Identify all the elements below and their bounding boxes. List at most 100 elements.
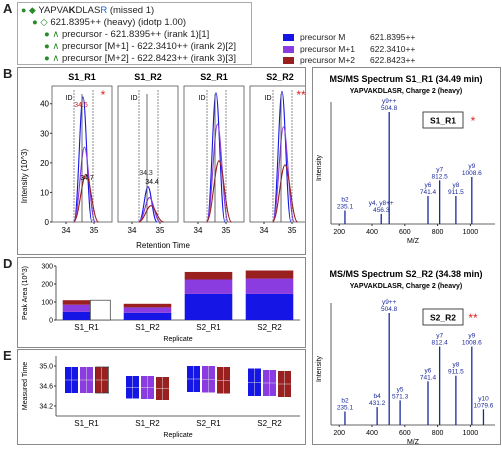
rt-label-secondary: 34.7 (80, 175, 94, 182)
peak-label: b2 (341, 197, 349, 204)
x-tick-label: 400 (366, 430, 378, 437)
bar-segment (62, 304, 111, 312)
peak-mz-label: 741.4 (420, 374, 437, 381)
x-axis-label: M/Z (407, 439, 420, 444)
peak-label: y10 (478, 395, 489, 402)
peak-label: y4, y8++ (369, 200, 394, 207)
highlight-box (89, 299, 111, 321)
facet-title: S1_R1 (68, 72, 96, 82)
x-tick-label: 200 (333, 430, 345, 437)
chromatogram-trace (272, 90, 292, 223)
legend-name: precursor M+2 (300, 55, 356, 65)
transition-icon: ● ∧ (44, 29, 60, 40)
transition-item-3[interactable]: ● ∧ precursor [M+2] - 622.8423++ (irank … (18, 53, 251, 65)
significance-star: ** (468, 311, 478, 325)
peak-label: b2 (341, 398, 349, 405)
peptide-seq-mod: K (68, 5, 76, 16)
peak-area-panel: Peak Area (10^3) 0 100 200 300 S1_R1 S1_R2 S2_R… (17, 257, 306, 348)
x-tick-label: S2_R2 (257, 419, 282, 428)
peak-label: y6 (425, 367, 432, 374)
replicate-box-label: S2_R2 (430, 313, 456, 323)
legend-swatch (283, 57, 294, 65)
panel-label-a: A (3, 1, 13, 16)
facet-frame (117, 85, 179, 223)
x-axis-label: Replicate (163, 432, 192, 439)
peak-mz-label: 504.8 (381, 306, 398, 313)
peptide-seq-end: R (100, 5, 108, 16)
transition-label: precursor - 621.8395++ (irank 1)[1] (61, 29, 210, 40)
peak-label: y8 (452, 362, 459, 369)
legend-value: 622.3410++ (370, 43, 416, 54)
id-label: ID (199, 95, 206, 102)
spectrum-panel: MS/MS Spectrum S1_R1 (34.49 min) YAPVAKDL… (312, 67, 501, 446)
y-axis-label: Intensity (316, 154, 323, 181)
peak-label: y9++ (382, 299, 397, 306)
peak-mz-label: 812.4 (431, 340, 448, 347)
significance-star: ** (296, 88, 305, 102)
chromatogram-trace (72, 173, 100, 223)
y-tick-label: 10 (40, 188, 49, 197)
retention-time-panel: Measured Time 34.2 34.6 35.0 S1_R1 S1_R2 S2_R1… (17, 349, 306, 445)
x-tick-label: 35 (156, 226, 165, 235)
rt-label: 34.3 (139, 170, 153, 177)
x-tick-label: 1000 (463, 430, 479, 437)
transition-icon: ● ∧ (44, 41, 60, 52)
x-tick-label: 400 (366, 229, 378, 236)
peak-mz-label: 571.3 (392, 393, 409, 400)
chromatogram-trace (73, 146, 96, 223)
x-tick-label: 200 (333, 229, 345, 236)
spectrum-title: MS/MS Spectrum S1_R1 (34.49 min) (329, 74, 482, 84)
spectrum-chart: MS/MS Spectrum S1_R1 (34.49 min) YAPVAKDL… (316, 74, 495, 446)
bar-segment (245, 278, 294, 294)
transition-label: precursor [M+1] - 622.3410++ (irank 2)[2… (61, 41, 236, 52)
legend-value: 622.8423++ (370, 55, 416, 65)
transition-item-1[interactable]: ● ∧ precursor - 621.8395++ (irank 1)[1] (18, 29, 251, 41)
y-tick-label: 0 (45, 218, 50, 227)
x-tick-label: 800 (432, 229, 444, 236)
chromatogram-panel: Intensity (10^3) S1_R1 0 10 20 30 40 34 35 ID 34.5… (17, 67, 311, 255)
peptide-seq-part2: DLAS (75, 5, 101, 16)
peak-label: y6 (425, 182, 432, 189)
x-tick-label: S1_R1 (74, 419, 99, 428)
legend-swatch (283, 34, 294, 42)
peak-label: y9 (468, 163, 475, 170)
peak-label: y7 (436, 333, 443, 340)
transition-label: precursor [M+2] - 622.8423++ (irank 3)[3… (61, 53, 236, 64)
chromatogram-trace (73, 96, 93, 223)
x-tick-label: 34 (260, 226, 269, 235)
peptide-expand-icon[interactable]: ● ◆ (21, 5, 36, 15)
chromatogram-trace (138, 205, 164, 223)
bar-segment (123, 312, 172, 320)
id-label: ID (66, 95, 73, 102)
replicate-box (422, 308, 464, 326)
peptide-note: (missed 1) (107, 5, 155, 16)
peak-mz-label: 431.2 (369, 400, 386, 407)
peptide-node[interactable]: ● ◆ YAPVAKDLASR (missed 1) (18, 3, 251, 17)
legend-item-m2: precursor M+2 622.8423++ (283, 55, 415, 67)
highlight-box (95, 366, 110, 394)
bar-segment (184, 271, 233, 280)
bar-segment (245, 293, 294, 320)
replicate-box (422, 111, 464, 129)
facet-title: S1_R2 (134, 72, 162, 82)
panel-label-b: B (3, 66, 13, 81)
transition-icon: ● ∧ (44, 53, 60, 64)
legend-swatch (283, 45, 294, 53)
x-tick-label: S1_R2 (135, 323, 160, 332)
chromatogram-trace (206, 92, 226, 223)
x-tick-label: S1_R2 (135, 419, 160, 428)
chromatogram-trace (206, 123, 229, 223)
legend-item-m1: precursor M+1 622.3410++ (283, 44, 415, 56)
peak-area-chart: Peak Area (10^3) 0 100 200 300 S1_R1 S1_R2 S2_R… (22, 264, 300, 343)
legend: precursor M 621.8395++ precursor M+1 622.3… (283, 32, 415, 67)
y-tick-label: 34.2 (39, 404, 53, 411)
precursor-node[interactable]: ● ◇ 621.8395++ (heavy) (idotp 1.00) (18, 17, 251, 29)
transition-item-2[interactable]: ● ∧ precursor [M+1] - 622.3410++ (irank … (18, 41, 251, 53)
spectrum-title: MS/MS Spectrum S2_R2 (34.38 min) (329, 269, 482, 279)
x-tick-label: S2_R2 (257, 323, 282, 332)
x-axis-label: M/Z (407, 238, 420, 245)
x-axis-label: Replicate (163, 336, 192, 343)
facet-title: S2_R2 (266, 72, 294, 82)
bar-segment (245, 270, 294, 279)
